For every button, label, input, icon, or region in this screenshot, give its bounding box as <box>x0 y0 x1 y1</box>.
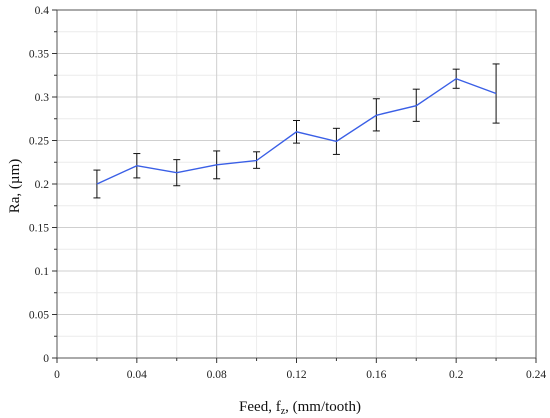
x-tick-label: 0.08 <box>207 369 227 381</box>
grid-lines <box>56 9 537 359</box>
y-tick-label: 0.1 <box>35 266 50 278</box>
y-tick-label: 0.15 <box>29 223 49 235</box>
x-tick-label: 0.12 <box>286 369 306 381</box>
x-tick-label: 0.16 <box>366 369 386 381</box>
series-line <box>96 77 497 185</box>
y-tick-label: 0.25 <box>29 136 49 148</box>
x-tick-labels: 0 0.04 0.08 0.12 0.16 0.2 0.24 <box>54 369 546 381</box>
y-tick-label: 0.3 <box>35 92 50 104</box>
y-tick-label: 0.2 <box>35 179 50 191</box>
x-axis-title: Feed, fz, (mm/tooth) <box>239 399 361 417</box>
axis-ticks <box>52 9 537 363</box>
x-tick-label: 0.24 <box>526 369 546 381</box>
y-tick-label: 0 <box>43 353 49 365</box>
y-tick-label: 0.05 <box>29 310 49 322</box>
x-tick-label: 0.2 <box>449 369 464 381</box>
y-axis-title: Ra, (µm) <box>7 159 23 213</box>
x-tick-label: 0.04 <box>127 369 147 381</box>
x-tick-label: 0 <box>54 369 60 381</box>
y-tick-label: 0.35 <box>29 49 49 61</box>
y-tick-label: 0.4 <box>35 5 50 17</box>
y-tick-labels: 0 0.05 0.1 0.15 0.2 0.25 0.3 0.35 0.4 <box>29 5 49 365</box>
